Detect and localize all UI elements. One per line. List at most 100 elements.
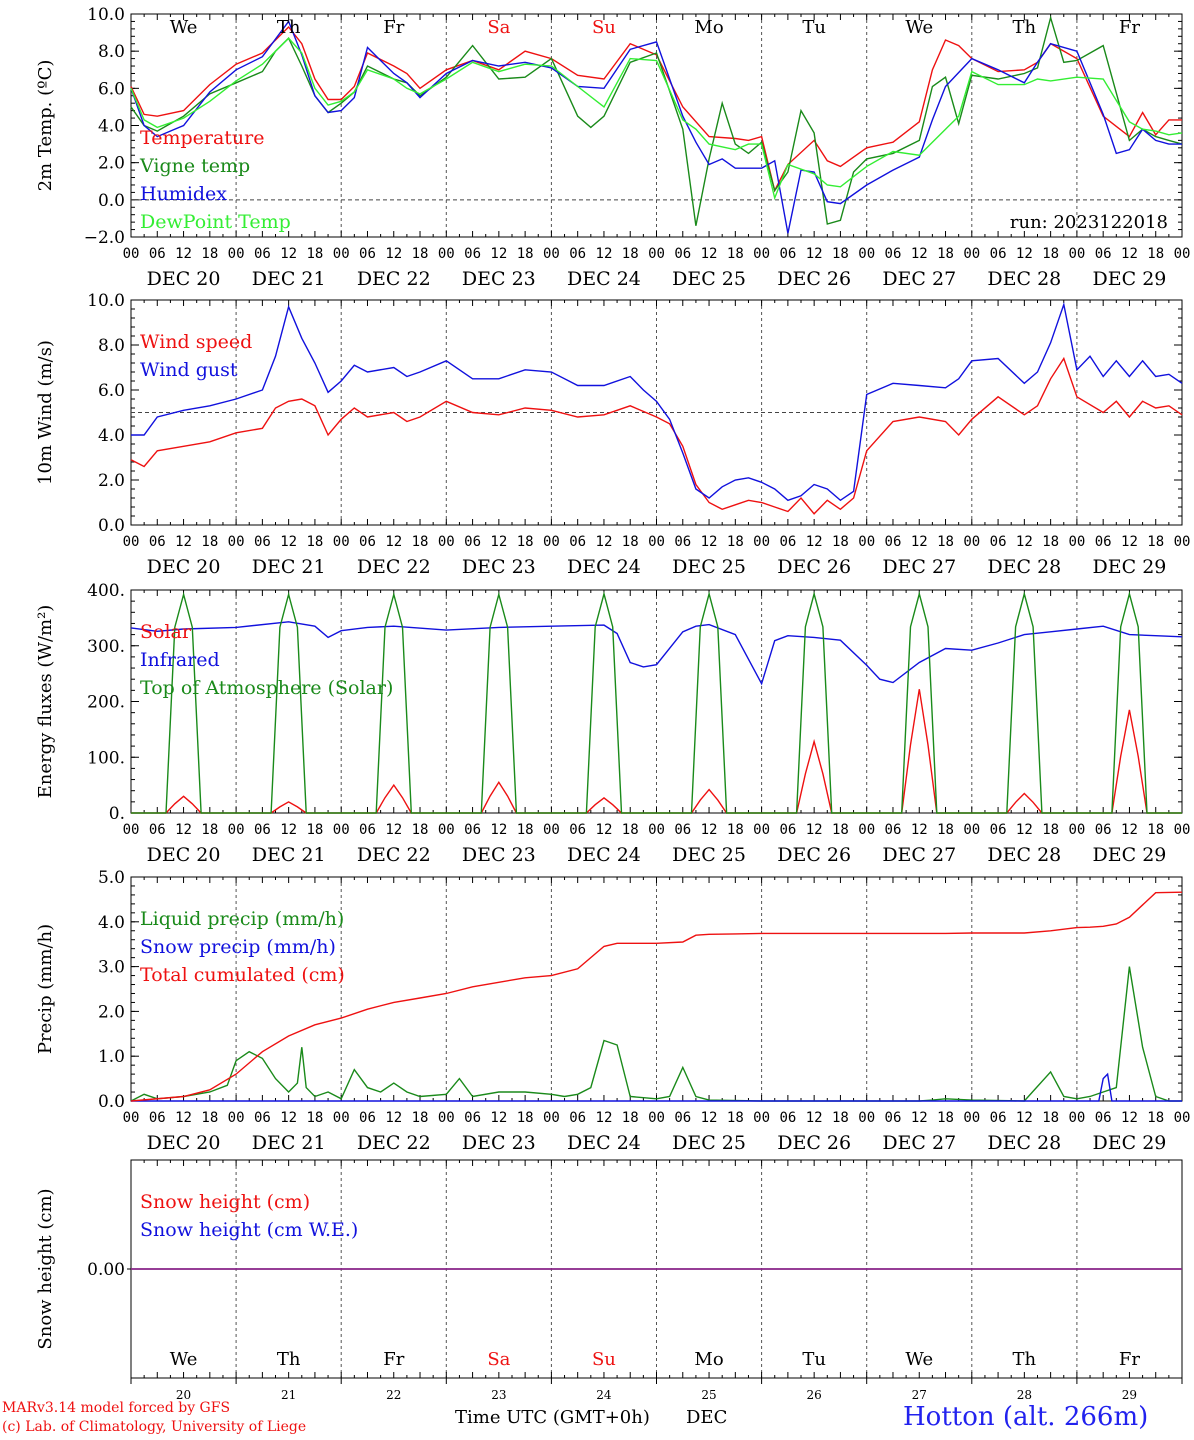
date-label: DEC 20 [147, 844, 221, 866]
hour-label: 06 [674, 534, 691, 550]
date-label: DEC 26 [777, 1132, 851, 1154]
hour-label: 18 [306, 822, 323, 838]
hour-label: 06 [569, 822, 586, 838]
day-name: Th [1013, 17, 1037, 38]
y-tick-label: 100. [87, 748, 125, 768]
hour-label: 18 [201, 246, 218, 262]
hour-label: 00 [858, 1110, 875, 1126]
hour-label: 00 [228, 822, 245, 838]
day-number: 28 [1017, 1388, 1032, 1402]
date-label: DEC 27 [882, 556, 956, 578]
hour-label: 18 [412, 1110, 429, 1126]
hour-label: 12 [911, 246, 928, 262]
hour-label: 00 [1174, 1110, 1191, 1126]
day-number: 29 [1122, 1388, 1137, 1402]
hour-label: 06 [149, 246, 166, 262]
hour-label: 12 [1016, 246, 1033, 262]
hour-label: 12 [175, 246, 192, 262]
hour-label: 12 [806, 534, 823, 550]
hour-label: 06 [464, 1110, 481, 1126]
legend-entry: Vigne temp [139, 155, 250, 177]
plot-frame [130, 589, 1183, 814]
y-tick-label: 0.0 [98, 1092, 125, 1112]
hour-label: 12 [1121, 534, 1138, 550]
hour-label: 00 [228, 246, 245, 262]
hour-label: 12 [490, 1110, 507, 1126]
date-label: DEC 28 [987, 1132, 1061, 1154]
hour-label: 00 [333, 534, 350, 550]
hour-label: 06 [674, 246, 691, 262]
model-credit: MARv3.14 model forced by GFS [2, 1400, 231, 1416]
hour-label: 06 [569, 534, 586, 550]
hour-label: 00 [753, 1110, 770, 1126]
hour-label: 00 [753, 822, 770, 838]
date-label: DEC 24 [567, 844, 641, 866]
hour-label: 18 [1042, 1110, 1059, 1126]
hour-label: 12 [911, 534, 928, 550]
day-name: Su [592, 1349, 616, 1370]
date-label: DEC 25 [672, 1132, 746, 1154]
day-name: Fr [383, 17, 404, 38]
day-number: 20 [176, 1388, 191, 1402]
hour-label: 06 [990, 822, 1007, 838]
hour-label: 00 [438, 822, 455, 838]
hour-label: 12 [385, 246, 402, 262]
day-name: Tu [802, 17, 826, 38]
hour-label: 06 [359, 246, 376, 262]
day-name: Su [592, 17, 616, 38]
date-label: DEC 22 [357, 268, 431, 290]
hour-label: 06 [254, 246, 271, 262]
hour-label: 18 [727, 534, 744, 550]
x-axis-label: Time UTC (GMT+0h) [455, 1407, 650, 1428]
y-tick-label: 8.0 [98, 336, 125, 356]
y-axis-label: 10m Wind (m/s) [35, 340, 56, 485]
hour-label: 18 [201, 822, 218, 838]
y-tick-label: 4.0 [98, 426, 125, 446]
date-label: DEC 27 [882, 268, 956, 290]
hour-label: 06 [674, 1110, 691, 1126]
date-label: DEC 29 [1093, 1132, 1167, 1154]
day-name: Sa [487, 1349, 510, 1370]
date-label: DEC 25 [672, 556, 746, 578]
series-line-3 [131, 591, 1182, 814]
hour-label: 00 [858, 822, 875, 838]
hour-label: 18 [832, 1110, 849, 1126]
hour-label: 18 [937, 1110, 954, 1126]
legend-entry: Solar [140, 621, 192, 643]
hour-label: 18 [727, 1110, 744, 1126]
hour-label: 00 [1068, 1110, 1085, 1126]
hour-label: 06 [1095, 534, 1112, 550]
y-tick-label: 0.0 [98, 516, 125, 536]
hour-label: 18 [306, 534, 323, 550]
day-name: We [905, 17, 933, 38]
hour-label: 12 [596, 822, 613, 838]
hour-label: 00 [648, 1110, 665, 1126]
day-number: 23 [491, 1388, 506, 1402]
hour-label: 00 [1174, 534, 1191, 550]
hour-label: 06 [569, 1110, 586, 1126]
snow-panel: 0.00 Snow height (cm) Snow height (cm) Snow… [35, 1159, 1183, 1402]
hour-label: 06 [569, 246, 586, 262]
hour-label: 18 [1147, 534, 1164, 550]
hour-label: 00 [438, 246, 455, 262]
hour-label: 06 [464, 246, 481, 262]
legend-entry: Humidex [140, 183, 227, 205]
hour-label: 18 [1042, 246, 1059, 262]
series-line-1 [130, 25, 1182, 193]
series-line-2 [131, 1072, 1182, 1102]
date-label: DEC 29 [1093, 556, 1167, 578]
date-label: DEC 21 [252, 1132, 326, 1154]
hour-label: 06 [990, 246, 1007, 262]
hour-label: 18 [622, 534, 639, 550]
hour-label: 06 [254, 534, 271, 550]
hour-label: 18 [937, 246, 954, 262]
hour-label: 06 [885, 1110, 902, 1126]
date-label: DEC 22 [357, 556, 431, 578]
hour-label: 12 [701, 1110, 718, 1126]
lab-credit: (c) Lab. of Climatology, University of L… [2, 1419, 307, 1435]
day-name: Tu [802, 1349, 826, 1370]
hour-label: 06 [990, 534, 1007, 550]
hour-label: 12 [1121, 1110, 1138, 1126]
y-tick-label: 300. [87, 637, 125, 657]
